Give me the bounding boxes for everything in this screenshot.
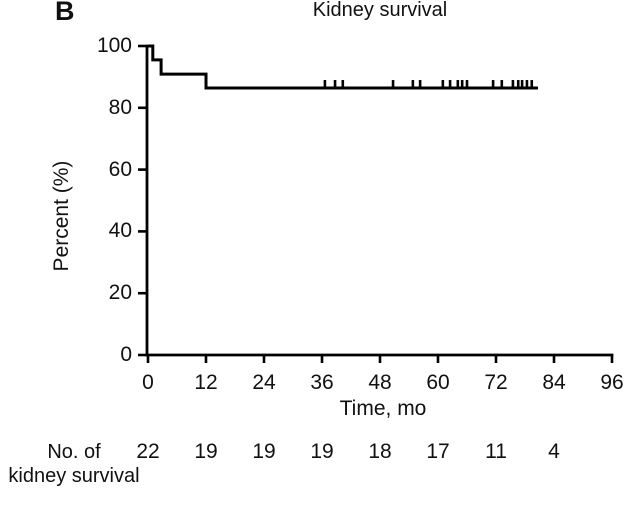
- y-tick-label-0: 0: [120, 343, 132, 366]
- at-risk-count-0: 22: [136, 440, 160, 463]
- y-tick-label-100: 100: [96, 34, 132, 57]
- at-risk-count-36: 19: [310, 440, 334, 463]
- at-risk-row-label: No. of kidney survival: [0, 440, 148, 488]
- x-tick-label-60: 60: [426, 371, 450, 394]
- y-tick-label-60: 60: [108, 157, 132, 181]
- chart-title: Kidney survival: [312, 0, 448, 21]
- at-risk-count-12: 19: [194, 440, 218, 463]
- x-tick-label-72: 72: [484, 371, 508, 394]
- at-risk-row-label-line2: kidney survival: [8, 465, 140, 487]
- y-tick-label-80: 80: [108, 95, 132, 119]
- x-tick-label-36: 36: [310, 371, 334, 394]
- x-tick-label-0: 0: [142, 371, 154, 394]
- at-risk-row-label-line1: No. of: [47, 441, 101, 463]
- y-tick-label-40: 40: [108, 219, 132, 243]
- x-tick-label-48: 48: [368, 371, 392, 394]
- at-risk-count-24: 19: [252, 440, 276, 463]
- survival-step-curve: [148, 44, 538, 90]
- x-axis-label: Time, mo: [339, 397, 427, 420]
- x-tick-label-12: 12: [194, 371, 218, 394]
- panel-label: B: [55, 0, 75, 26]
- x-tick-label-24: 24: [252, 371, 276, 394]
- x-tick-label-96: 96: [600, 371, 624, 394]
- at-risk-count-84: 4: [548, 440, 560, 463]
- x-tick-label-84: 84: [542, 371, 566, 394]
- at-risk-count-48: 18: [368, 440, 392, 463]
- at-risk-count-72: 11: [485, 440, 507, 463]
- at-risk-count-60: 17: [426, 440, 450, 463]
- y-tick-label-20: 20: [108, 281, 132, 305]
